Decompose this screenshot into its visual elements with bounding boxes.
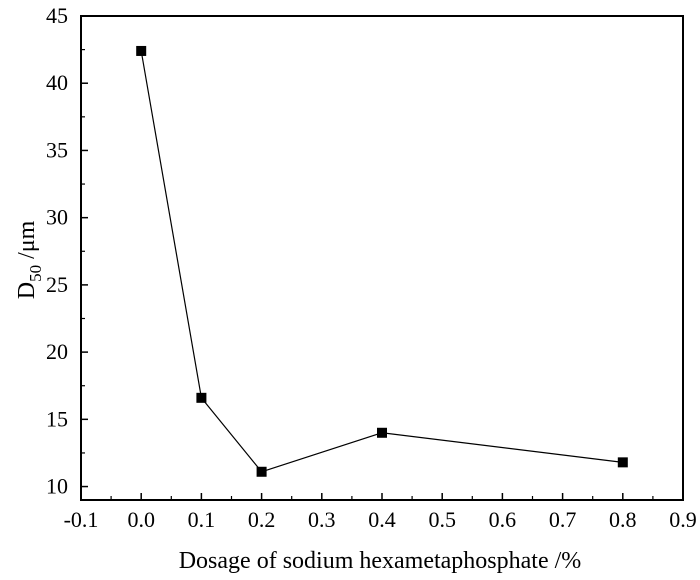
y-tick-label: 15	[46, 406, 68, 431]
y-tick-label: 10	[46, 474, 68, 499]
y-tick-label: 25	[46, 272, 68, 297]
series-line	[140, 50, 623, 473]
x-tick-label: 0.3	[308, 507, 336, 532]
y-tick-label: 20	[46, 339, 68, 364]
x-tick-label: 0.5	[428, 507, 456, 532]
tick-layer: -0.1 0.0 0.1 0.2 0.3 0.4 0.5 0.6 0.7 0.8 0.9 10 15 20…	[46, 3, 697, 532]
data-point-marker	[377, 427, 387, 438]
data-point-marker	[256, 466, 267, 477]
y-tick-label: 45	[46, 3, 68, 28]
x-axis-title: Dosage of sodium hexametaphosphate /%	[179, 548, 582, 574]
x-tick-label: 0.4	[368, 507, 396, 532]
x-tick-label: 0.0	[127, 507, 155, 532]
x-tick-label: 0.1	[188, 507, 216, 532]
plot-frame-layer	[80, 15, 684, 501]
x-tick-label: 0.9	[669, 507, 697, 532]
x-tick-label: 0.6	[489, 507, 517, 532]
y-axis-title-base: D	[14, 282, 40, 299]
y-axis-title-subscript: 50	[26, 265, 45, 282]
data-point-marker	[196, 392, 207, 403]
data-point-marker	[136, 45, 147, 56]
y-axis-title: D50 /μm	[14, 220, 45, 299]
x-tick-label: 0.7	[549, 507, 577, 532]
y-tick-label: 35	[46, 137, 68, 162]
x-tick-label: 0.8	[609, 507, 637, 532]
data-point-marker	[617, 457, 628, 468]
y-tick-label: 40	[46, 70, 68, 95]
plot-frame	[80, 15, 684, 501]
x-tick-label: 0.2	[248, 507, 276, 532]
series-layer	[136, 45, 628, 477]
y-tick-label: 30	[46, 205, 68, 230]
y-axis-title-suffix: /μm	[14, 220, 40, 265]
x-tick-label: -0.1	[64, 507, 99, 532]
